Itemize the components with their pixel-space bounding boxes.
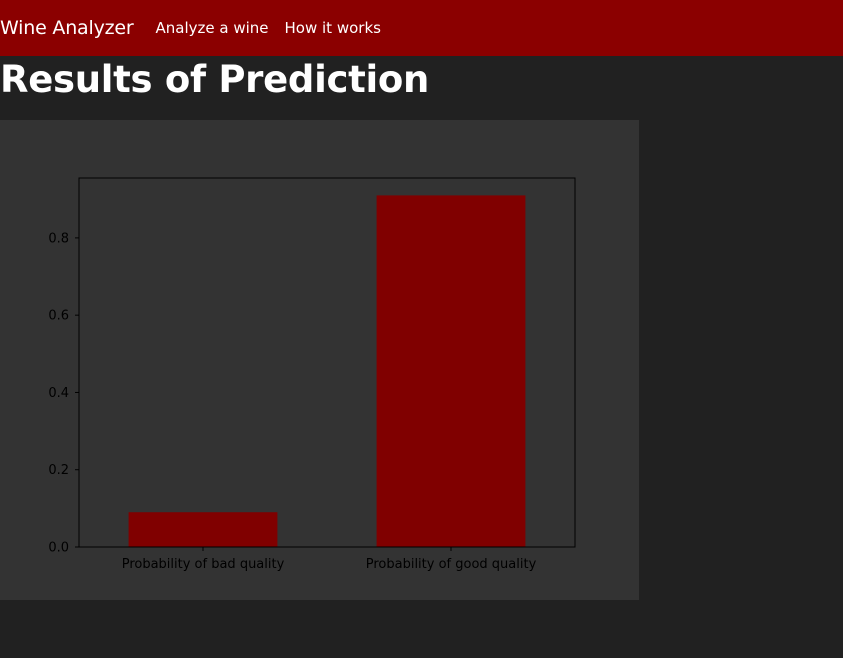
plot-frame <box>78 177 576 548</box>
brand-link[interactable]: Wine Analyzer <box>0 17 134 39</box>
prediction-chart: 0.0 0.2 0.4 0.6 0.8 Probability of bad qualit… <box>48 177 576 572</box>
y-tick-label-0: 0.0 <box>48 541 69 556</box>
navbar: Wine Analyzer Analyze a wine How it work… <box>0 0 843 56</box>
y-tick-label-3: 0.6 <box>48 309 69 324</box>
chart-panel: 0.0 0.2 0.4 0.6 0.8 Probability of bad qualit… <box>0 120 639 600</box>
x-tick-label-0: Probability of bad quality <box>122 557 285 572</box>
x-tick-label-1: Probability of good quality <box>366 557 537 572</box>
page-title: Results of Prediction <box>0 58 430 101</box>
y-tick-label-1: 0.2 <box>48 463 69 478</box>
y-tick-label-4: 0.8 <box>48 231 69 246</box>
nav-link-analyze[interactable]: Analyze a wine <box>155 19 269 37</box>
nav-link-how-it-works[interactable]: How it works <box>284 19 381 37</box>
bar-0 <box>128 512 278 547</box>
bar-1 <box>376 195 526 547</box>
y-tick-label-2: 0.4 <box>48 386 69 401</box>
